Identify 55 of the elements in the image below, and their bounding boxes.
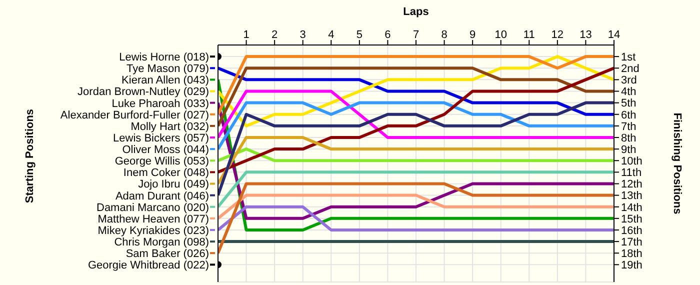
y2-tick-label: 8th [621,132,636,144]
y2-tick-label: 15th [621,213,642,226]
x-tick-label: 12 [551,29,564,41]
y2-tick-label: 14th [621,202,642,214]
legend-label: Damani Marcano (020) [96,202,209,214]
legend-label: Oliver Moss (044) [122,144,209,156]
y2-tick-label: 1st [621,51,636,64]
x-tick-label: 4 [328,29,334,41]
legend-label: Lewis Horne (018) [119,52,209,64]
y2-axis-title: Finishing Positions [671,112,684,214]
y2-tick-label: 3rd [621,74,637,87]
legend-label: Molly Hart (032) [130,120,209,133]
y2-tick-label: 19th [621,260,642,272]
y2-tick-label: 4th [621,86,636,98]
x-tick-label: 3 [300,29,306,41]
legend-label: Kieran Allen (043) [122,74,209,87]
legend-label: Adam Durant (046) [115,190,209,202]
y2-tick-label: 12th [621,178,642,191]
y2-tick-label: 17th [621,236,642,248]
legend-label: Alexander Burford-Fuller (027) [60,109,209,122]
legend-label: Matthew Heaven (077) [98,213,209,226]
x-tick-label: 8 [441,29,448,41]
y2-tick-label: 6th [621,109,636,122]
legend-label: Jojo Ibru (049) [138,178,209,191]
legend-label: Sam Baker (026) [126,248,209,260]
y2-tick-label: 16th [621,224,642,237]
y2-tick-label: 13th [621,190,642,202]
x-tick-label: 7 [412,29,420,41]
y2-tick-label: 11th [621,167,642,180]
x-tick-label: 9 [470,29,476,41]
legend-label: Georgie Whitbread (022) [88,260,209,272]
legend-label: Lewis Bickers (057) [113,132,209,144]
legend-label: Jordan Brown-Nutley (029) [78,86,209,98]
x-tick-label: 5 [356,29,362,41]
x-tick-label: 14 [608,29,620,41]
x-tick-label: 1 [243,29,250,41]
y2-tick-label: 9th [621,144,636,156]
x-tick-label: 2 [272,29,278,41]
legend-label: Luke Pharoah (033) [112,98,209,110]
legend-label: Mikey Kyriakides (023) [98,224,209,237]
x-tick-label: 10 [494,29,507,41]
legend-label: George Willis (053) [114,156,209,168]
y2-tick-label: 2nd [621,63,640,76]
x-tick-label: 11 [523,29,535,41]
legend-label: Inem Coker (048) [123,167,209,180]
y2-tick-label: 7th [621,120,636,133]
legend-label: Chris Morgan (098) [114,236,209,249]
y2-tick-label: 5th [621,98,636,110]
x-tick-label: 13 [580,29,592,41]
x-tick-label: 6 [384,29,391,41]
y2-tick-label: 18th [621,248,642,260]
x-axis-title: Laps [403,6,429,18]
y2-tick-label: 10th [621,156,642,168]
text: Starting Positions [24,108,36,206]
legend-label: Tye Mason (079) [126,63,209,76]
